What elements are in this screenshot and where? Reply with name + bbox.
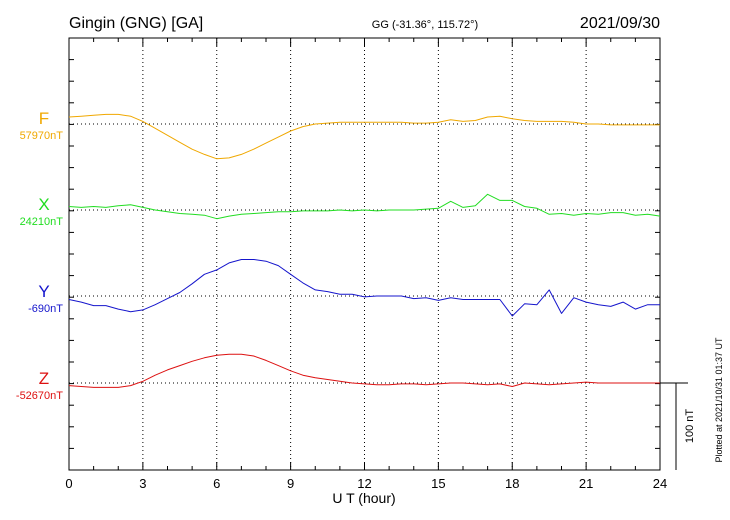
series-name-x: X: [38, 195, 49, 214]
series-baseline-z: -52670nT: [16, 390, 63, 402]
series-labels: F 57970nT X 24210nT Y -690nT Z -52670nT: [16, 109, 63, 402]
station-title: Gingin (GNG) [GA]: [69, 15, 203, 32]
series-name-y: Y: [38, 282, 49, 301]
scale-bar-label: 100 nT: [684, 409, 696, 444]
series-line-z: [68, 353, 660, 388]
x-tick-label: 21: [579, 476, 593, 491]
series-baseline-x: 24210nT: [20, 216, 64, 228]
x-axis-label: U T (hour): [332, 490, 395, 506]
series-name-f: F: [39, 109, 49, 128]
x-tick-label: 12: [357, 476, 371, 491]
x-tick-label: 0: [65, 476, 72, 491]
series-line-x: [68, 193, 661, 220]
x-tick-label: 18: [505, 476, 519, 491]
grid-lines: [69, 38, 660, 470]
x-tick-label: 24: [653, 476, 667, 491]
coordinates-label: GG (-31.36°, 115.72°): [372, 19, 478, 31]
date-label: 2021/09/30: [580, 15, 660, 32]
series-baseline-f: 57970nT: [20, 130, 64, 142]
x-tick-label: 15: [431, 476, 445, 491]
x-tick-labels: 0 3 6 9 12 15 18 21 24: [65, 476, 667, 491]
x-tick-label: 9: [287, 476, 294, 491]
series-line-y: [68, 259, 660, 317]
scale-bar: 100 nT: [660, 382, 696, 470]
x-tick-label: 6: [213, 476, 220, 491]
plot-frame: [68, 37, 661, 471]
plotted-timestamp: Plotted at 2021/10/31 01:37 UT: [714, 337, 724, 463]
series-line-f: [68, 113, 660, 160]
x-tick-label: 3: [139, 476, 146, 491]
series-name-z: Z: [39, 369, 49, 388]
series-layer: [68, 113, 661, 388]
series-baseline-y: -690nT: [28, 303, 63, 315]
